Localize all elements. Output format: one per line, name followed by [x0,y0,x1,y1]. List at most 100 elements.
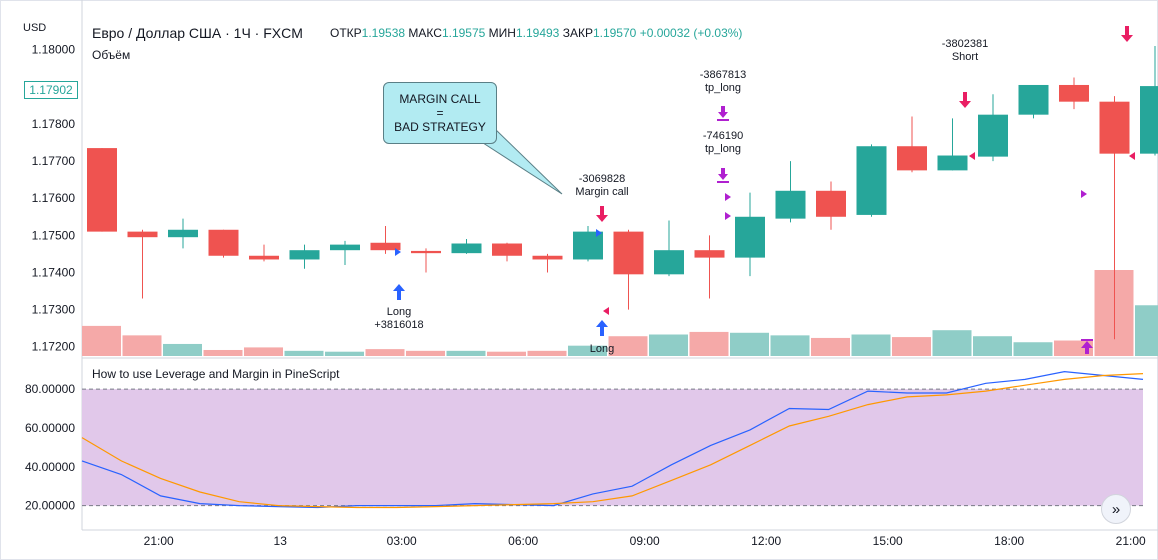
candle-body [87,148,117,232]
price-tick-label: 1.17800 [32,117,76,131]
long2-label: Long [589,343,615,355]
candle-body [937,155,968,171]
volume-bar [365,349,405,356]
open-value: 1.19538 [361,26,406,40]
high-value: 1.19575 [441,26,486,40]
price-tick-label: 1.17500 [32,228,76,242]
callout-line3: BAD STRATEGY [394,120,486,134]
callout-tail [479,127,563,195]
long-entry-triangle-1 [395,248,401,256]
short-entry-arrow [959,92,971,108]
indicator-legend[interactable]: How to use Leverage and Margin in PineSc… [92,367,340,381]
long1-label: Long [386,306,412,318]
tp-arrow-1 [718,106,728,118]
margin-call-callout: MARGIN CALL = BAD STRATEGY [383,82,497,144]
volume-bar [406,350,445,356]
volume-bar [973,336,1012,356]
margin-call-triangle [596,229,602,237]
candle-body [978,114,1008,157]
price-tick-label: 1.17600 [32,191,76,205]
volume-bar [568,345,607,356]
tp-annotation-2: -746190 tp_long [703,130,743,156]
volume-bar [284,350,324,356]
candle-body [856,146,887,215]
candle-body [613,231,644,275]
indicator-tick-label: 60.00000 [25,421,75,435]
currency-label: USD [23,22,47,34]
tp2-label: tp_long [704,143,742,155]
price-tick-label: 1.17200 [32,340,76,354]
indicator-line-blue [81,370,1144,509]
volume-bar [770,335,810,356]
candle-body [897,146,927,171]
candle-body [370,242,401,251]
volume-bar [892,337,931,356]
close-value: 1.19570 [592,26,637,40]
volume-bar [325,351,364,356]
candle-body [289,250,320,260]
price-tick-label: 1.17700 [32,154,76,168]
open-label: ОТКР [330,26,362,40]
callout-line2: = [436,106,444,120]
last-short-arrow [1121,26,1133,42]
volume-bar [1013,342,1053,356]
candle-body [1140,86,1158,154]
time-tick-label: 15:00 [873,534,903,548]
price-tick-label: 1.18000 [32,43,76,57]
volume-bar [608,336,648,356]
indicator-band-layer [82,388,1143,507]
time-tick-label: 12:00 [751,534,781,548]
candle-body [168,229,198,238]
time-tick-label: 13 [274,534,288,548]
indicator-line-orange [81,373,1144,509]
tp-arrow-2 [718,168,728,180]
short-triangle [969,152,975,160]
cover-arrow [1081,341,1093,354]
low-label: МИН [488,26,516,40]
high-label: МАКС [408,26,442,40]
time-tick-label: 06:00 [508,534,538,548]
scroll-to-latest-button[interactable]: » [1101,494,1131,524]
candle-body [451,243,482,254]
indicator-tick-label: 80.00000 [25,382,75,396]
long-annotation-2: Long [590,343,614,356]
candle-body [532,255,563,260]
candle-body [127,231,158,238]
tp2-value: -746190 [702,130,744,142]
volume-bar [527,350,567,356]
volume-bar [1054,340,1093,356]
volume-bar [82,325,121,356]
volume-bars [82,270,1158,356]
cover-arrow-bar [1081,339,1093,341]
price-tick-label: 1.17400 [32,265,76,279]
volume-bar [446,350,486,356]
volume-bar [811,337,850,356]
double-chevron-right-icon: » [1111,501,1121,518]
volume-bar [730,332,769,356]
current-price-label: 1.17902 [24,81,78,99]
tp-triangle-2 [725,212,731,220]
indicator-lines [81,370,1144,509]
time-tick-label: 21:00 [144,534,174,548]
volume-legend[interactable]: Объём [92,48,131,62]
candle-body [492,243,522,256]
tp-arrow-1-bar [717,119,729,121]
volume-bar [244,347,283,356]
volume-bar [203,349,243,356]
short-annotation: -3802381 Short [942,38,989,64]
tp-arrow-2-bar [717,181,729,183]
candle-body [775,190,806,219]
indicator-axis[interactable]: 80.00000 60.00000 40.00000 20.00000 [25,382,75,512]
tp-triangle-1 [725,193,731,201]
time-axis[interactable]: 21:00 13 03:00 06:00 09:00 12:00 15:00 18:00 21:… [144,534,1146,548]
time-tick-label: 21:00 [1116,534,1146,548]
price-candles[interactable] [87,45,1158,340]
volume-bar [851,334,891,356]
candle-body [411,250,441,254]
last-short-triangle [1129,152,1135,160]
symbol-title[interactable]: Евро / Доллар США · 1Ч · FXCM [92,25,303,41]
close-triangle [1081,190,1087,198]
long-entry-arrow-1 [393,284,405,300]
time-tick-label: 09:00 [630,534,660,548]
